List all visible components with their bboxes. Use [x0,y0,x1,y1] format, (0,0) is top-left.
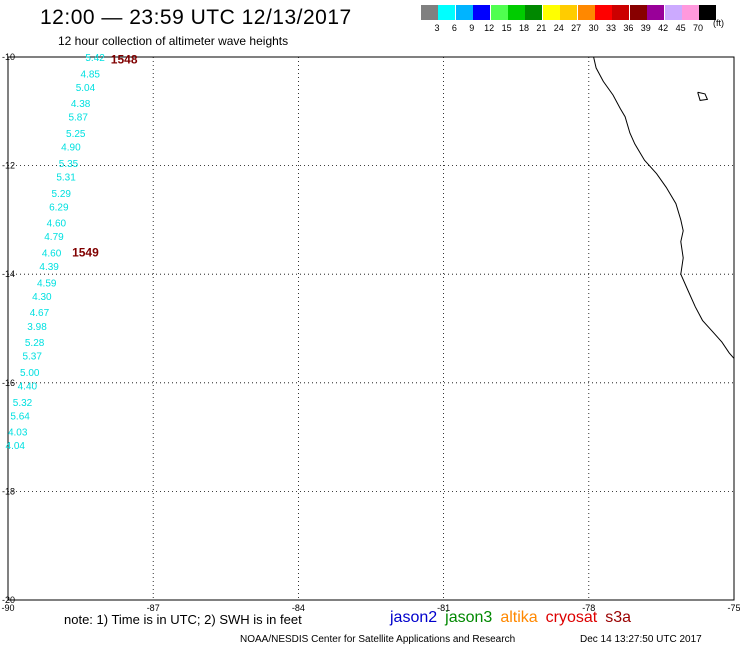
scale-label: 30 [588,23,599,33]
wave-height-value: 5.04 [76,83,96,94]
lat-tick-label: -10 [2,52,15,62]
scale-label: 15 [501,23,512,33]
wave-height-value: 4.60 [47,219,67,230]
scale-swatch [664,5,682,20]
scale-swatch [682,5,699,20]
scale-swatch [629,5,647,20]
map-title: 12:00 — 23:59 UTC 12/13/2017 [40,6,352,29]
scale-label: 24 [553,23,564,33]
lon-tick-label: -90 [1,603,14,613]
scale-swatch [577,5,595,20]
wave-height-value: 5.00 [20,368,40,379]
scale-label: 9 [469,23,475,33]
scale-swatch [542,5,560,20]
legend-s3a: s3a [605,609,632,626]
lon-tick-label: -84 [292,603,305,613]
wave-height-value: 5.64 [10,411,30,422]
wave-height-value: 4.85 [81,69,101,80]
wave-height-value: 5.29 [52,189,72,200]
wave-height-value: 4.60 [42,248,62,259]
wave-height-value: 4.30 [32,292,52,303]
scale-label: 12 [484,23,495,33]
legend-jason3: jason3 [445,609,493,626]
scale-label: 39 [640,23,651,33]
lat-tick-label: -12 [2,161,15,171]
scale-label: 42 [658,23,669,33]
scale-swatch [421,5,438,20]
scale-swatch [508,5,525,20]
scale-swatch [595,5,612,20]
pass-time-label: 1549 [72,245,99,259]
wave-height-value: 5.25 [66,129,86,140]
lat-tick-label: -14 [2,269,15,279]
wave-height-value: 4.38 [71,99,91,110]
scale-label: 27 [571,23,582,33]
wave-height-value: 6.29 [49,202,69,213]
legend-jason2: jason2 [390,609,438,626]
scale-label: 36 [623,23,634,33]
scale-label: 33 [605,23,616,33]
wave-height-value: 4.67 [30,308,50,319]
wave-height-value: 4.59 [37,278,57,289]
lon-tick-label: -78 [582,603,595,613]
scale-swatch [490,5,508,20]
coastline [593,56,735,359]
lat-tick-label: -18 [2,486,15,496]
scale-swatch [612,5,630,20]
lon-tick-label: -75 [727,603,740,613]
scale-label: 3 [434,23,440,33]
wave-height-value: 5.31 [56,172,76,183]
scale-unit: (ft) [713,18,724,28]
units-note: note: 1) Time is in UTC; 2) SWH is in fe… [64,612,302,627]
legend-cryosat: cryosat [545,609,598,626]
wave-height-value: 3.98 [27,322,47,333]
wave-height-value: 5.87 [68,113,88,124]
lon-tick-label: -81 [437,603,450,613]
satellite-legend: jason2 jason3 altika cryosat s3a [390,609,639,627]
scale-label: 45 [675,23,686,33]
wave-height-value: 4.04 [6,441,26,452]
wave-height-value: 5.28 [25,338,45,349]
scale-swatch [699,5,717,20]
wave-height-value: 4.39 [39,262,59,273]
scale-swatch [560,5,578,20]
footer-credit: NOAA/NESDIS Center for Satellite Applica… [240,634,516,645]
lat-tick-label: -16 [2,378,15,388]
wave-height-value: 5.32 [13,398,33,409]
pass-time-label: 1548 [111,53,138,67]
scale-label: 70 [692,23,703,33]
scale-swatch [525,5,543,20]
wave-height-value: 4.79 [44,232,64,243]
footer-timestamp: Dec 14 13:27:50 UTC 2017 [580,634,702,645]
wave-height-value: 4.90 [61,143,81,154]
scale-swatch [455,5,473,20]
wave-height-value: 4.40 [18,382,38,393]
scale-label: 6 [451,23,457,33]
wave-height-value: 5.35 [59,159,79,170]
scale-label: 18 [518,23,529,33]
island-outline [697,91,709,101]
lon-tick-label: -87 [147,603,160,613]
scale-label: 21 [536,23,547,33]
scale-swatch [438,5,456,20]
lat-tick-label: -20 [2,595,15,605]
wave-height-value: 4.03 [8,428,28,439]
map-frame [7,56,735,601]
legend-altika: altika [500,609,538,626]
scale-swatch [473,5,491,20]
wave-height-value: 5.37 [22,352,42,363]
wave-height-value: 5.42 [85,53,105,64]
scale-swatch [647,5,665,20]
map-subtitle: 12 hour collection of altimeter wave hei… [58,34,289,48]
